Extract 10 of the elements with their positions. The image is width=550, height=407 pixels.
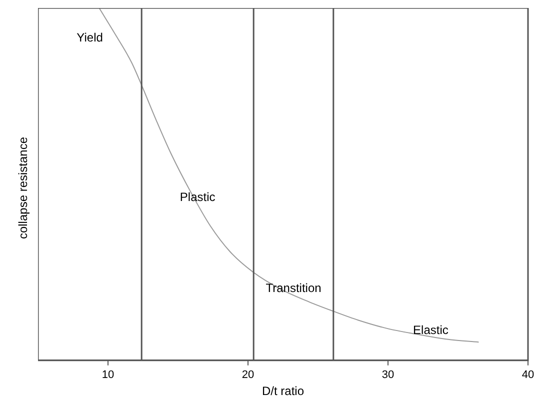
x-tick-label: 40 [522,369,534,382]
y-axis-title: collapse resistance [16,136,30,240]
annotation: Transtition [266,281,322,296]
annotation: Elastic [413,322,448,337]
x-tick-label: 10 [102,369,114,382]
x-tick-label: 20 [242,369,254,382]
annotation: Plastic [180,190,216,204]
x-axis-title: D/t ratio [262,384,304,398]
x-tick-label: 30 [382,369,394,382]
annotation: Yield [76,30,103,44]
